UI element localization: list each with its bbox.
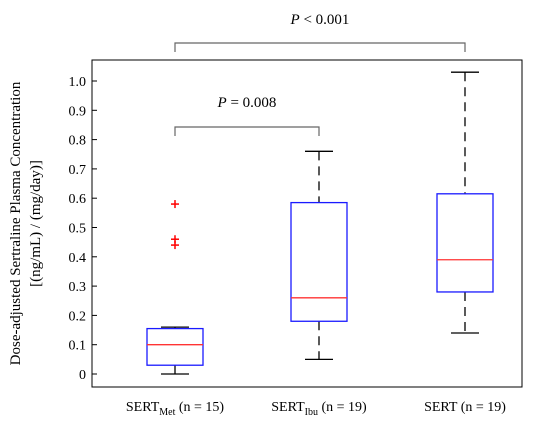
y-tick-label: 0.9: [69, 104, 87, 119]
plot-frame: [91, 59, 523, 388]
significance-bracket-2: P = 0.008: [174, 95, 320, 136]
bracket-line: [174, 42, 466, 52]
box-group-1: [146, 200, 204, 375]
y-tick-label: 0.4: [69, 251, 87, 266]
x-tick-label-2: SERTIbu (n = 19): [271, 400, 367, 418]
y-tick-label: 0.6: [69, 192, 87, 207]
y-tick-label: 0.3: [69, 280, 87, 295]
y-tick-label: 1.0: [69, 75, 87, 90]
outlier-marker: [171, 235, 179, 244]
interquartile-box: [146, 327, 204, 366]
box-group-2: [290, 150, 348, 361]
x-tick-label-1: SERTMet (n = 15): [126, 400, 225, 418]
y-axis-label-line-2: [(ng/mL) / (mg/day)]: [28, 160, 44, 287]
y-tick-label: 0.8: [69, 134, 87, 149]
interquartile-box: [436, 193, 494, 293]
y-axis-label-line-1: Dose-adjusted Sertraline Plasma Concentr…: [8, 81, 24, 365]
outlier-marker: [171, 200, 179, 209]
y-axis: 0 0.1 0.2 0.3 0.4 0.5 0.6 0.7 0.8 0.9 1.0: [69, 75, 97, 383]
box-group-3: [436, 71, 494, 334]
bracket-line: [174, 126, 320, 136]
y-tick-label: 0.1: [69, 339, 87, 354]
significance-bracket-1: P < 0.001: [174, 12, 466, 52]
significance-annotations: P < 0.001 P = 0.008: [174, 12, 466, 136]
y-tick-label: 0: [79, 368, 86, 383]
y-tick-label: 0.5: [69, 222, 87, 237]
interquartile-box: [290, 201, 348, 322]
p-value-label: P = 0.008: [217, 95, 277, 111]
p-value-label: P < 0.001: [290, 12, 350, 28]
y-tick-label: 0.7: [69, 163, 87, 178]
x-tick-label-3: SERT (n = 19): [424, 400, 506, 415]
x-axis-labels: SERTMet (n = 15) SERTIbu (n = 19) SERT (n …: [126, 400, 506, 418]
y-tick-label: 0.2: [69, 309, 87, 324]
plot-border: [91, 59, 523, 388]
box-series: [146, 71, 494, 375]
